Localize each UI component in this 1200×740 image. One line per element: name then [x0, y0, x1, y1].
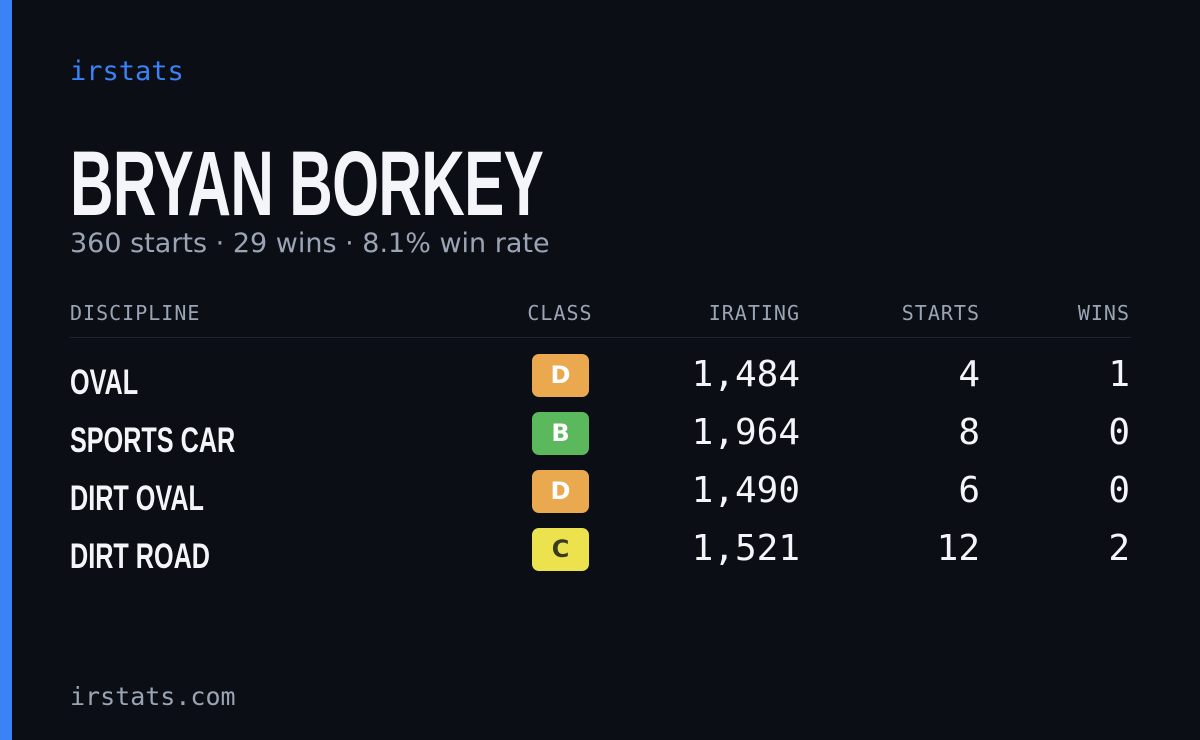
class-badge: C — [532, 528, 589, 571]
wins: 0 — [1108, 412, 1130, 453]
discipline: DIRT ROAD — [70, 537, 210, 576]
discipline: OVAL — [70, 363, 139, 402]
irating: 1,484 — [691, 354, 800, 395]
column-header: STARTS — [901, 301, 980, 325]
brand: irstats — [70, 56, 184, 87]
discipline: DIRT OVAL — [70, 479, 204, 518]
class-badge: D — [532, 354, 589, 397]
header-rule — [70, 337, 1131, 338]
driver-name: BRYAN BORKEY — [70, 133, 544, 235]
irating: 1,964 — [691, 412, 800, 453]
class-badge: B — [532, 412, 589, 455]
starts: 4 — [958, 354, 980, 395]
wins: 0 — [1108, 470, 1130, 511]
column-header: WINS — [1077, 301, 1130, 325]
irating: 1,521 — [691, 528, 800, 569]
class-badge: D — [532, 470, 589, 513]
column-header: DISCIPLINE — [70, 301, 201, 325]
column-header: CLASS — [527, 301, 593, 325]
irating: 1,490 — [691, 470, 800, 511]
wins: 1 — [1108, 354, 1130, 395]
footer: irstats.com — [70, 682, 236, 711]
column-header: IRATING — [708, 301, 800, 325]
discipline: SPORTS CAR — [70, 421, 236, 460]
accent-bar — [0, 0, 12, 740]
starts: 12 — [936, 528, 980, 569]
wins: 2 — [1108, 528, 1130, 569]
starts: 8 — [958, 412, 980, 453]
driver-summary: 360 starts · 29 wins · 8.1% win rate — [70, 228, 550, 259]
starts: 6 — [958, 470, 980, 511]
